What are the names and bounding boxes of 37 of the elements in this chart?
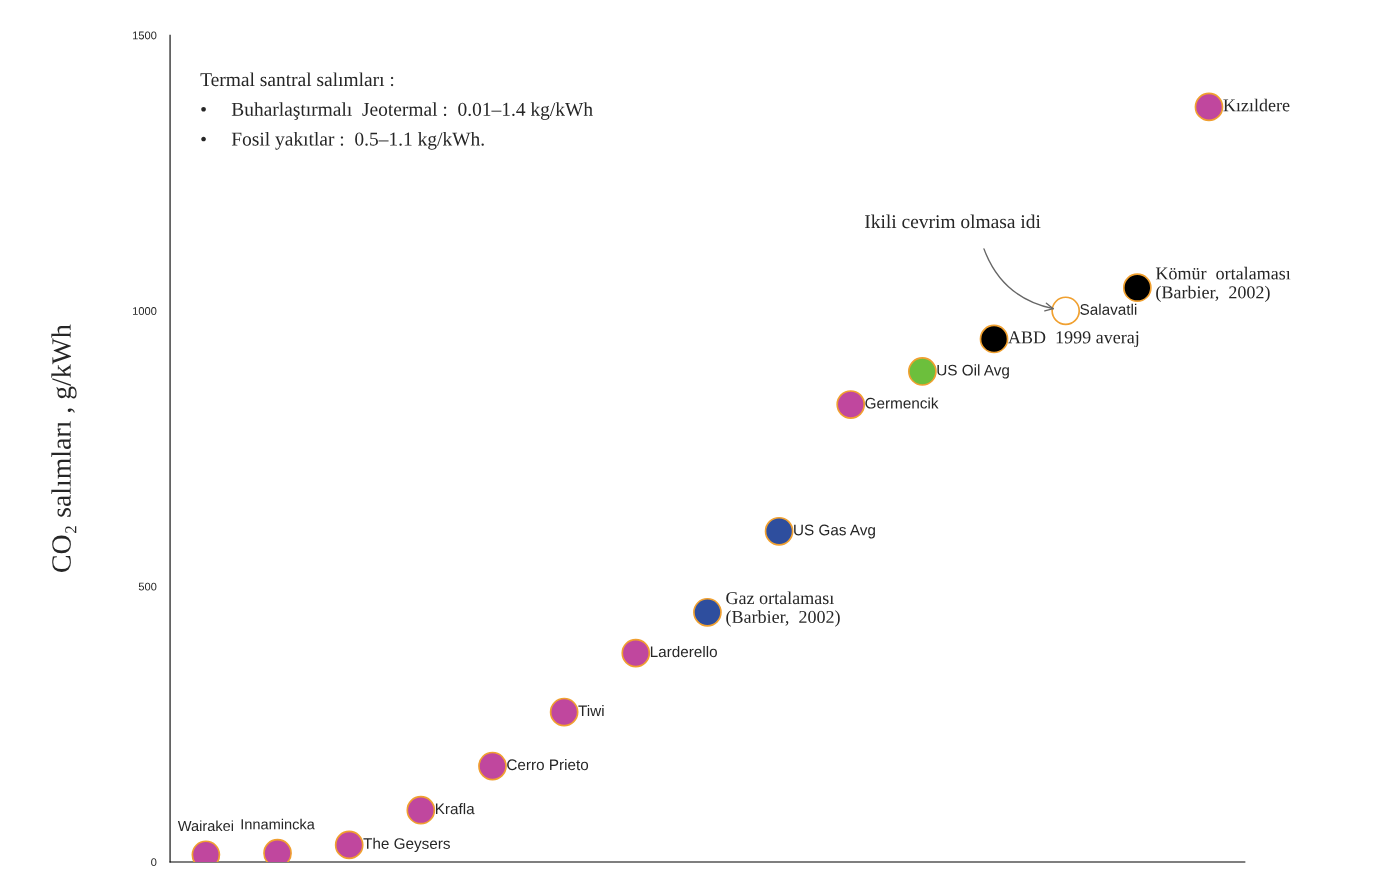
y-axis-title: CO₂ salımları , g/kWh — [51, 324, 77, 572]
point — [836, 390, 866, 419]
point — [478, 751, 507, 781]
point — [621, 638, 651, 668]
y-tick-label: 500 — [138, 582, 157, 591]
series-label: Gaz ortalaması (Barbier, 2002) — [726, 591, 840, 627]
point — [406, 795, 436, 825]
series-label: Kömür ortalaması (Barbier, 2002) — [1155, 266, 1291, 303]
series-label: Cerro Prieto — [507, 758, 589, 771]
point — [1122, 273, 1152, 303]
annotation: • Fosil yakıtlar : 0.5–1.1 kg/kWh. — [201, 131, 484, 150]
series-label: US Oil Avg — [937, 364, 1009, 379]
point — [764, 516, 794, 546]
series-label: Innamincka — [241, 818, 315, 830]
point — [1051, 296, 1081, 326]
series-label: Wairakei — [177, 820, 233, 832]
series-label: Kızıldere — [1223, 98, 1290, 112]
point — [908, 357, 937, 386]
point — [979, 324, 1009, 354]
series-label: Krafla — [435, 803, 475, 815]
point — [693, 597, 722, 627]
series-label: Tiwi — [578, 704, 604, 717]
y-tick-label: 0 — [151, 858, 157, 867]
annotation: Termal santral salımları : — [200, 72, 394, 87]
y-tick-label: 1500 — [133, 31, 157, 40]
series-label: Germencik — [865, 397, 939, 409]
y-tick-label: 1000 — [133, 307, 157, 315]
series-label: Larderello — [650, 645, 717, 658]
series-label: ABD 1999 averaj — [1008, 331, 1139, 348]
series-label: The Geysers — [363, 837, 450, 853]
series-label: Salavatli — [1080, 303, 1137, 315]
annotation: • Buharlaştırmalı Jeotermal : 0.01–1.4 kg/kWh — [201, 102, 593, 120]
series-label: US Gas Avg — [794, 524, 875, 539]
point — [334, 830, 364, 860]
annotation: Ikili cevrim olmasa idi — [865, 214, 1041, 229]
point — [549, 697, 579, 727]
point — [1194, 92, 1224, 122]
